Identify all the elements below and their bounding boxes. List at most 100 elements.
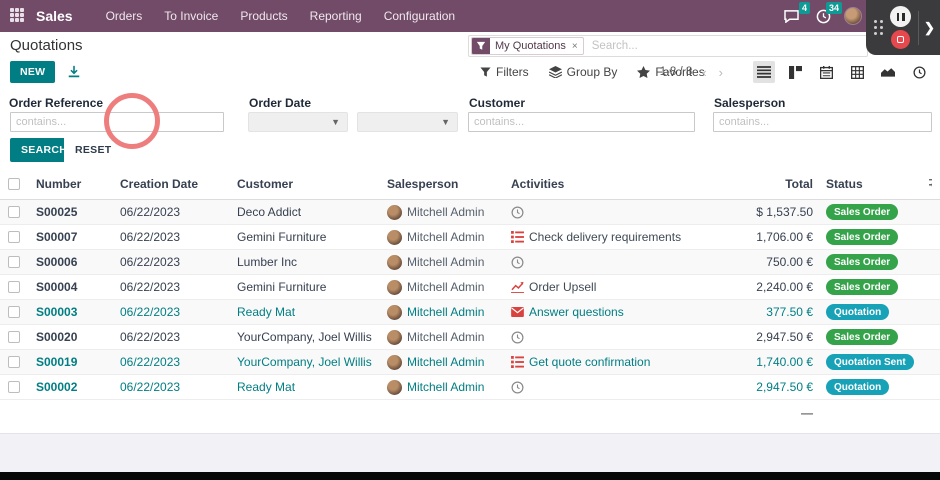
stop-icon bbox=[897, 36, 904, 43]
row-salesperson: Mitchell Admin bbox=[407, 355, 485, 369]
customer-input[interactable] bbox=[468, 112, 695, 132]
row-salesperson: Mitchell Admin bbox=[407, 330, 485, 344]
clock-activity-icon[interactable] bbox=[511, 331, 524, 344]
optional-columns-button[interactable] bbox=[929, 176, 932, 192]
header-status[interactable]: Status bbox=[826, 176, 863, 191]
row-checkbox[interactable] bbox=[8, 306, 20, 318]
menu-reporting[interactable]: Reporting bbox=[309, 9, 362, 23]
status-badge: Quotation bbox=[826, 304, 890, 321]
recorder-pause-button[interactable] bbox=[890, 6, 911, 27]
menu-products[interactable]: Products bbox=[240, 9, 288, 23]
chat-bubble-icon bbox=[783, 9, 799, 23]
salesperson-label: Salesperson bbox=[714, 96, 786, 110]
messages-count-badge: 4 bbox=[798, 2, 810, 14]
control-panel-row: NEW Filters Group By Favorites 1-8 / 8 ‹… bbox=[0, 58, 940, 86]
order-reference-input[interactable] bbox=[10, 112, 224, 132]
row-salesperson: Mitchell Admin bbox=[407, 305, 485, 319]
activity-label[interactable]: Order Upsell bbox=[529, 280, 597, 294]
search-placeholder[interactable]: Search... bbox=[591, 40, 638, 52]
table-row[interactable]: S00025 06/22/2023 Deco Addict Mitchell A… bbox=[0, 200, 940, 225]
salesperson-avatar bbox=[387, 379, 402, 395]
filters-button[interactable]: Filters bbox=[480, 65, 529, 79]
activity-view-icon[interactable] bbox=[908, 61, 930, 83]
row-date: 06/22/2023 bbox=[120, 355, 181, 369]
menu-configuration[interactable]: Configuration bbox=[383, 9, 456, 23]
row-total: 750.00 € bbox=[766, 255, 813, 269]
table-row[interactable]: S00003 06/22/2023 Ready Mat Mitchell Adm… bbox=[0, 300, 940, 325]
table-row[interactable]: S00004 06/22/2023 Gemini Furniture Mitch… bbox=[0, 275, 940, 300]
pager-previous-icon[interactable]: ‹ bbox=[702, 64, 707, 80]
row-checkbox[interactable] bbox=[8, 281, 20, 293]
pivot-view-icon[interactable] bbox=[846, 61, 868, 83]
line-chart-activity-icon[interactable] bbox=[511, 281, 524, 293]
new-button[interactable]: NEW bbox=[10, 61, 56, 83]
row-checkbox[interactable] bbox=[8, 206, 20, 218]
export-download-icon[interactable] bbox=[67, 65, 81, 79]
table-row[interactable]: S00006 06/22/2023 Lumber Inc Mitchell Ad… bbox=[0, 250, 940, 275]
calendar-view-icon[interactable] bbox=[815, 61, 837, 83]
menu-to-invoice[interactable]: To Invoice bbox=[164, 9, 219, 23]
select-all-checkbox[interactable] bbox=[8, 177, 20, 190]
activity-label[interactable]: Get quote confirmation bbox=[529, 355, 651, 369]
clock-activity-icon[interactable] bbox=[511, 256, 524, 269]
salesperson-input[interactable] bbox=[713, 112, 932, 132]
group-by-button[interactable]: Group By bbox=[548, 65, 617, 79]
facet-remove-icon[interactable]: × bbox=[571, 40, 578, 52]
task-list-activity-icon[interactable] bbox=[511, 231, 524, 243]
filter-funnel-icon bbox=[472, 38, 490, 54]
row-date: 06/22/2023 bbox=[120, 380, 181, 394]
user-avatar[interactable] bbox=[844, 7, 862, 25]
task-list-activity-icon[interactable] bbox=[511, 356, 524, 368]
table-row[interactable]: S00002 06/22/2023 Ready Mat Mitchell Adm… bbox=[0, 375, 940, 400]
row-checkbox[interactable] bbox=[8, 381, 20, 393]
activity-label[interactable]: Answer questions bbox=[529, 305, 624, 319]
header-total[interactable]: Total bbox=[785, 176, 813, 191]
salesperson-avatar bbox=[387, 354, 402, 370]
kanban-view-icon[interactable] bbox=[784, 61, 806, 83]
apps-menu-icon[interactable] bbox=[10, 8, 26, 24]
search-bar[interactable]: My Quotations × Search... bbox=[468, 35, 868, 57]
app-name[interactable]: Sales bbox=[36, 8, 73, 24]
salesperson-avatar bbox=[387, 254, 402, 270]
row-checkbox[interactable] bbox=[8, 356, 20, 368]
activities-button[interactable]: 34 bbox=[812, 2, 842, 27]
order-date-operator-select[interactable]: ▼ bbox=[248, 112, 348, 132]
favorites-label: Favorites bbox=[655, 65, 705, 79]
graph-view-icon[interactable] bbox=[877, 61, 899, 83]
recorder-stop-button[interactable] bbox=[891, 30, 910, 49]
recorder-drag-handle-icon[interactable] bbox=[874, 20, 883, 35]
header-creation-date[interactable]: Creation Date bbox=[120, 176, 199, 191]
header-customer[interactable]: Customer bbox=[237, 176, 294, 191]
header-activities[interactable]: Activities bbox=[511, 176, 565, 191]
row-checkbox[interactable] bbox=[8, 231, 20, 243]
clock-activity-icon[interactable] bbox=[511, 381, 524, 394]
activity-clock-icon bbox=[816, 9, 830, 23]
row-checkbox[interactable] bbox=[8, 256, 20, 268]
envelope-activity-icon[interactable] bbox=[511, 307, 524, 317]
row-checkbox[interactable] bbox=[8, 331, 20, 343]
activity-label[interactable]: Check delivery requirements bbox=[529, 230, 682, 244]
row-number: S00025 bbox=[36, 205, 78, 219]
header-number[interactable]: Number bbox=[36, 176, 82, 191]
sliders-icon bbox=[929, 178, 932, 187]
menu-orders[interactable]: Orders bbox=[105, 9, 143, 23]
screen-recorder-widget: ❯ bbox=[866, 0, 940, 55]
order-date-value-select[interactable]: ▼ bbox=[357, 112, 458, 132]
favorites-button[interactable]: Favorites bbox=[637, 65, 705, 79]
table-row[interactable]: S00007 06/22/2023 Gemini Furniture Mitch… bbox=[0, 225, 940, 250]
table-header-row: Number Creation Date Customer Salesperso… bbox=[0, 168, 940, 200]
header-salesperson[interactable]: Salesperson bbox=[387, 176, 459, 191]
row-total: 377.50 € bbox=[766, 305, 813, 319]
recorder-expand-chevron-icon[interactable]: ❯ bbox=[924, 19, 935, 35]
table-row[interactable]: S00020 06/22/2023 YourCompany, Joel Will… bbox=[0, 325, 940, 350]
messages-button[interactable]: 4 bbox=[780, 2, 810, 27]
search-facet[interactable]: My Quotations × bbox=[471, 37, 584, 55]
order-date-label: Order Date bbox=[249, 96, 312, 110]
reset-button[interactable]: RESET bbox=[64, 138, 123, 162]
table-row[interactable]: S00019 06/22/2023 YourCompany, Joel Will… bbox=[0, 350, 940, 375]
row-customer: YourCompany, Joel Willis bbox=[237, 355, 372, 369]
clock-activity-icon[interactable] bbox=[511, 206, 524, 219]
status-badge: Sales Order bbox=[826, 279, 899, 296]
list-view-icon[interactable] bbox=[753, 61, 775, 83]
pager-next-icon[interactable]: › bbox=[718, 64, 723, 80]
